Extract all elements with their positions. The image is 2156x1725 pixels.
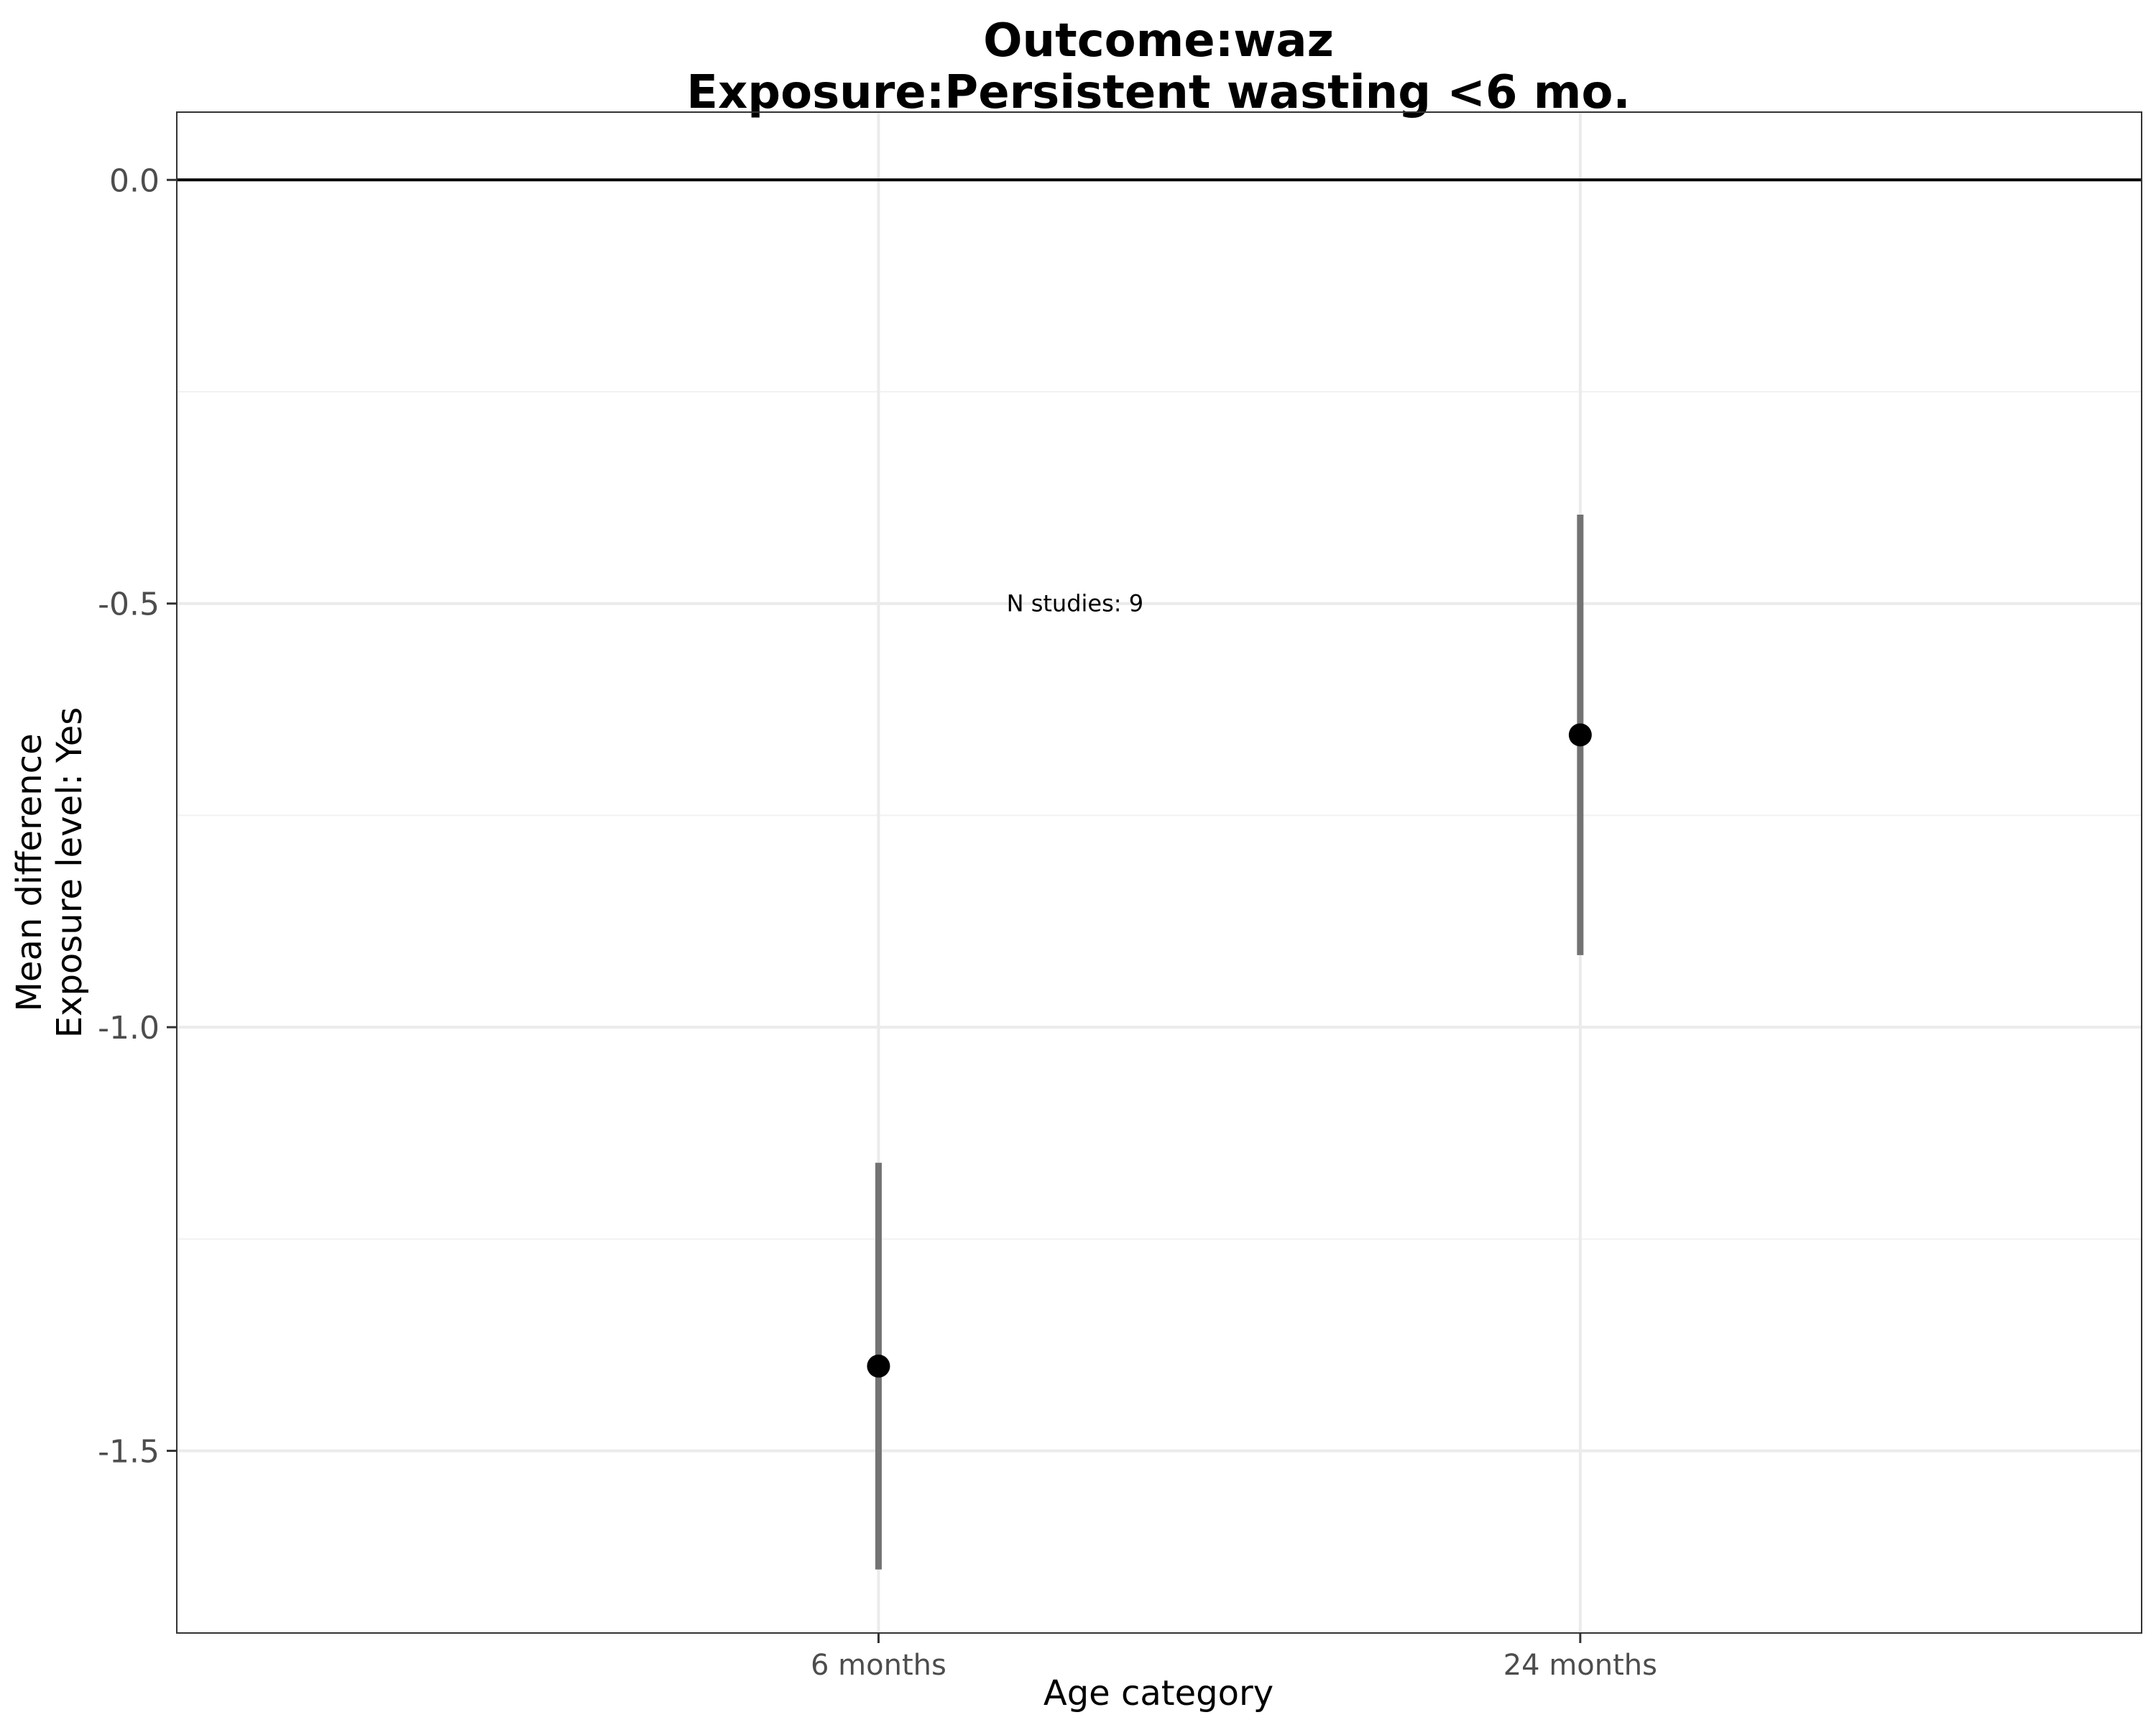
chart-title-line-2: Exposure:Persistent wasting <6 mo.: [686, 66, 1630, 119]
chart-title-line-1: Outcome:waz: [983, 14, 1334, 68]
x-axis: 6 months 24 months: [811, 1633, 1657, 1682]
y-axis: 0.0 -0.5 -1.0 -1.5: [98, 162, 177, 1471]
x-axis-title: Age category: [1044, 1673, 1273, 1714]
point: [1568, 723, 1592, 747]
x-tick-label: 6 months: [811, 1649, 946, 1682]
plot-panel-border: [176, 111, 2142, 1634]
y-axis-title-line-1: Mean difference: [9, 734, 50, 1012]
annotation-n-studies: N studies: 9: [1007, 590, 1143, 617]
points: [867, 723, 1592, 1378]
y-tick-label: 0.0: [109, 162, 160, 199]
y-tick-label: -0.5: [98, 586, 160, 623]
y-axis-title-line-2: Exposure level: Yes: [50, 707, 90, 1039]
y-tick-label: -1.0: [98, 1010, 160, 1046]
y-tick-label: -1.5: [98, 1434, 160, 1471]
point: [867, 1354, 890, 1378]
x-tick-label: 24 months: [1503, 1649, 1657, 1682]
